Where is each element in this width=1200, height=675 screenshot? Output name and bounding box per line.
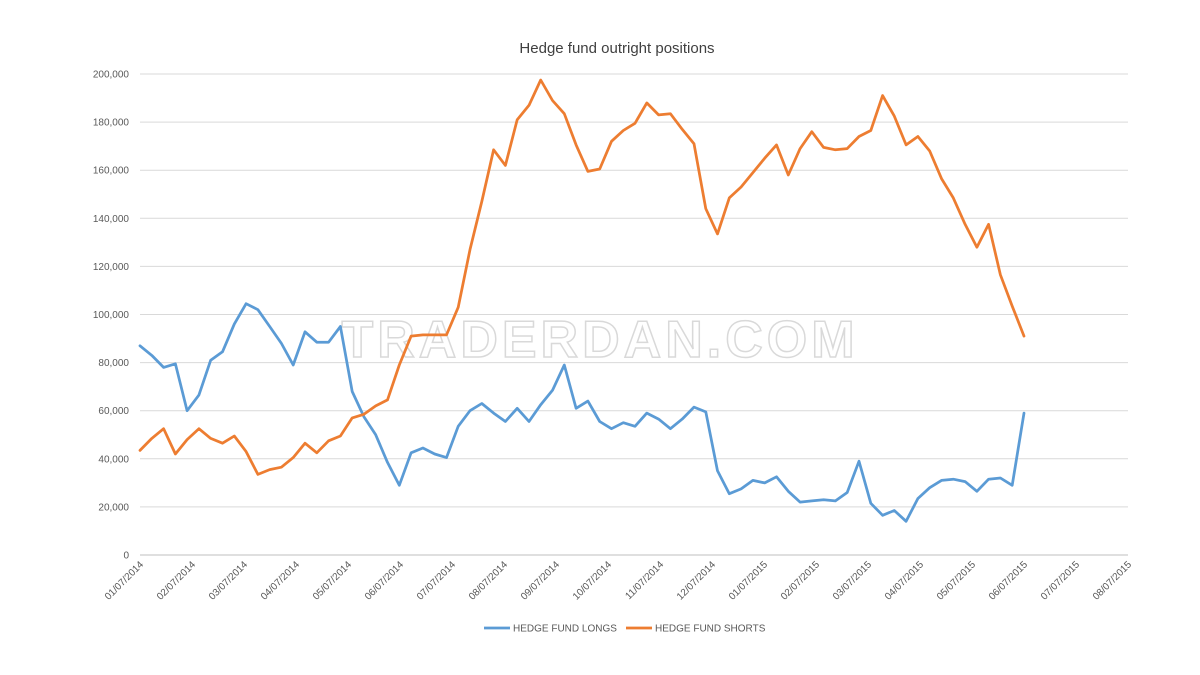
y-tick-label: 80,000: [98, 358, 129, 369]
chart-title: Hedge fund outright positions: [519, 40, 714, 57]
y-tick-label: 40,000: [98, 454, 129, 465]
y-tick-label: 20,000: [98, 502, 129, 513]
y-tick-label: 60,000: [98, 406, 129, 417]
y-tick-label: 0: [123, 551, 129, 562]
y-axis: 0 20,000 40,000 60,000 80,000 100,000 120,000 1…: [93, 70, 130, 562]
legend-label: HEDGE FUND SHORTS: [655, 624, 766, 635]
y-tick-label: 160,000: [93, 166, 130, 177]
y-tick-label: 180,000: [93, 118, 130, 129]
gridlines: [140, 73, 1128, 556]
series-line-shorts: [138, 78, 1026, 476]
series-line-longs: [138, 302, 1026, 523]
watermark: TRADERDAN.COM: [341, 311, 858, 369]
legend-label: HEDGE FUND LONGS: [513, 624, 617, 635]
y-tick-label: 200,000: [93, 70, 130, 81]
y-tick-label: 140,000: [93, 214, 130, 225]
y-tick-label: 120,000: [93, 262, 130, 273]
legend: HEDGE FUND LONGS HEDGE FUND SHORTS: [484, 624, 766, 635]
series-lines: [138, 78, 1026, 523]
y-tick-label: 100,000: [93, 310, 130, 321]
